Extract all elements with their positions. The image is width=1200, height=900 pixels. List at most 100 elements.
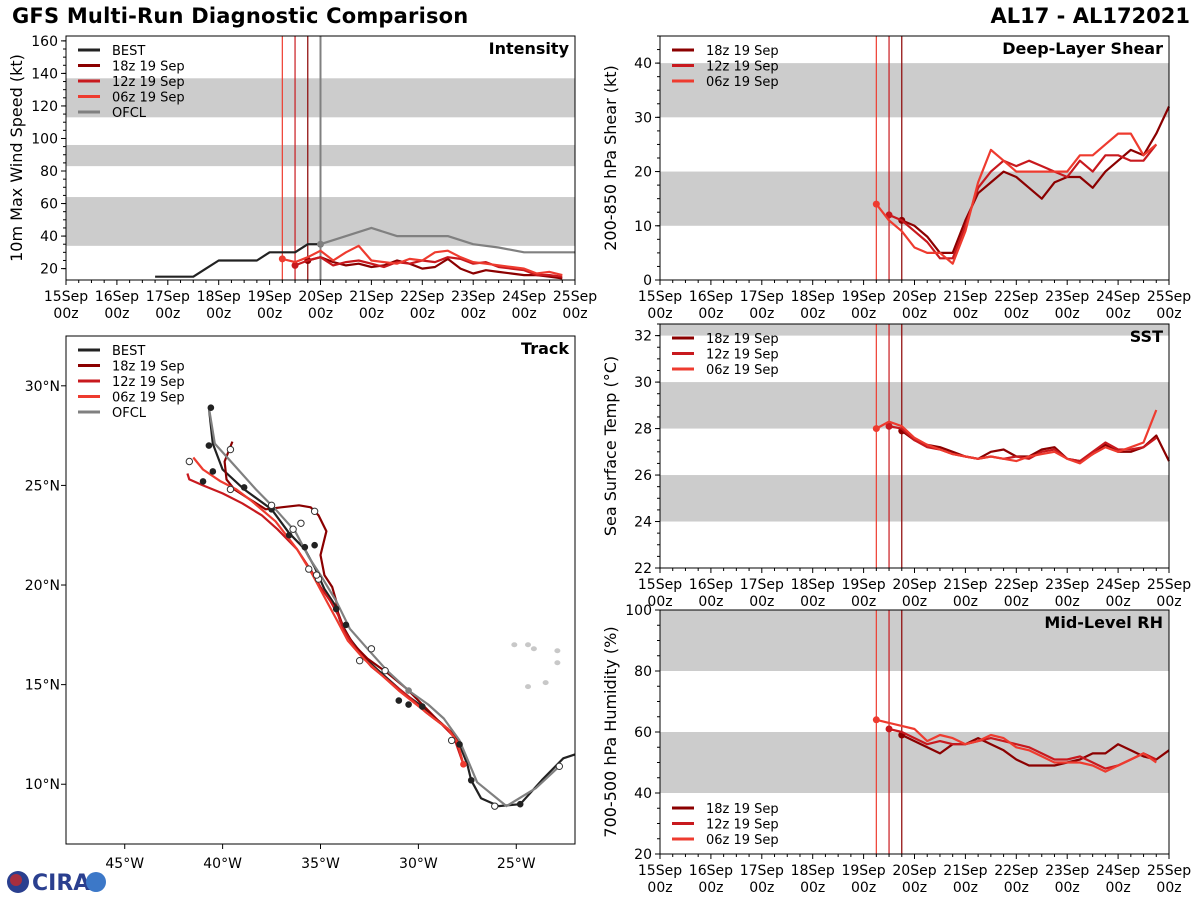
series-line-run18	[901, 430, 1170, 463]
logo-text: CIRA	[32, 871, 90, 896]
y-tick-label: 10°N	[25, 777, 60, 793]
legend-label: 18z 19 Sep	[706, 332, 779, 347]
shaded-band	[660, 475, 1169, 522]
x-tick-label-hour: 00z	[1004, 306, 1029, 322]
y-axis-label: 10m Max Wind Speed (kt)	[7, 54, 26, 262]
track-point-filled	[199, 478, 207, 485]
track-point-filled	[301, 543, 309, 551]
x-tick-label-date: 20Sep	[298, 289, 342, 305]
x-tick-label-hour: 00z	[257, 306, 282, 322]
x-tick-label-hour: 00z	[647, 306, 672, 322]
track-point-filled	[395, 697, 403, 704]
x-tick-label-hour: 00z	[902, 594, 927, 610]
x-tick-label-date: 17Sep	[146, 289, 190, 305]
track-line-run12	[186, 473, 465, 765]
x-tick-label-hour: 00z	[749, 594, 774, 610]
x-tick-label-date: 25Sep	[1147, 577, 1191, 593]
x-tick-label-date: 23Sep	[1045, 863, 1089, 879]
y-tick-label: 80	[634, 664, 652, 680]
chart-track: 45°W 40°W 35°W 30°W 25°W 10°N 15°N 20°N 25°N 30°N…	[25, 335, 576, 872]
x-tick-label-date: 18Sep	[791, 863, 835, 879]
page-title: GFS Multi-Run Diagnostic Comparison	[12, 4, 469, 28]
series-line-best	[155, 243, 321, 278]
series-line-run12	[888, 727, 1157, 770]
y-tick-label: 20°N	[25, 578, 60, 594]
y-tick-label: 30	[634, 375, 652, 391]
track-point-filled	[467, 776, 475, 784]
island-shape	[554, 648, 561, 654]
y-tick-label: 26	[634, 468, 652, 484]
y-tick-label: 15°N	[25, 678, 60, 694]
series-start-point	[872, 200, 880, 208]
panel-title: Mid-Level RH	[1044, 613, 1163, 632]
series-line-run06	[876, 718, 1157, 773]
series-line-run12	[294, 256, 563, 278]
track-point-open	[305, 565, 313, 573]
x-tick-label-date: 20Sep	[892, 289, 936, 305]
x-tick-label-hour: 00z	[749, 306, 774, 322]
x-tick-label-date: 20Sep	[892, 577, 936, 593]
track-point-open	[447, 736, 456, 745]
x-tick-label-hour: 00z	[800, 594, 825, 610]
series-start-point	[291, 261, 299, 269]
legend-label: 12z 19 Sep	[112, 375, 185, 390]
x-tick-label-date: 25Sep	[1147, 863, 1191, 879]
x-tick-label-hour: 00z	[53, 306, 78, 322]
logo-swirl-icon	[86, 872, 106, 892]
x-tick-label-hour: 00z	[562, 306, 587, 322]
y-tick-label: 10	[634, 219, 652, 235]
track-point-open	[310, 507, 319, 516]
track-line-ofcl	[207, 407, 561, 808]
y-axis-label: 700-500 hPa Humidity (%)	[601, 626, 620, 837]
x-tick-label-date: 18Sep	[791, 289, 835, 305]
y-tick-label: 100	[625, 603, 652, 619]
cira-logo: CIRA	[7, 871, 106, 896]
track-point-open	[355, 657, 364, 665]
x-tick-label-hour: 00z	[800, 880, 825, 896]
x-tick-label-date: 21Sep	[349, 289, 393, 305]
x-tick-label-hour: 00z	[647, 594, 672, 610]
legend-label: OFCL	[112, 106, 147, 121]
x-tick-label-date: 25Sep	[553, 289, 597, 305]
legend-label: BEST	[112, 44, 145, 59]
y-tick-label: 25°N	[25, 478, 60, 494]
y-tick-label: 20	[634, 847, 652, 863]
shaded-band	[660, 324, 1169, 336]
shaded-band	[660, 610, 1169, 671]
island-shape	[525, 684, 532, 690]
x-tick-label-date: 22Sep	[994, 863, 1038, 879]
x-tick-label-hour: 00z	[749, 880, 774, 896]
x-tick-label-hour: 00z	[1156, 594, 1181, 610]
track-point-open	[226, 445, 235, 454]
legend-label: 18z 19 Sep	[706, 44, 779, 59]
x-tick-label-hour: 00z	[1106, 880, 1131, 896]
track-point-open	[226, 485, 235, 494]
x-tick-label-date: 24Sep	[1096, 289, 1140, 305]
legend-label: 18z 19 Sep	[706, 802, 779, 817]
x-tick-label-date: 24Sep	[1096, 863, 1140, 879]
panel-title: Intensity	[489, 39, 570, 58]
x-tick-label-hour: 00z	[1055, 306, 1080, 322]
x-tick-label-date: 19Sep	[247, 289, 291, 305]
y-tick-label: 40	[40, 229, 58, 245]
series-start-point	[885, 725, 893, 733]
series-start-point	[872, 716, 880, 724]
y-tick-label: 22	[634, 561, 652, 577]
x-tick-label-date: 21Sep	[943, 289, 987, 305]
series-line-run12	[888, 143, 1158, 260]
y-tick-label: 160	[31, 34, 58, 50]
x-tick-label-date: 17Sep	[740, 577, 784, 593]
y-tick-label: 24	[634, 515, 652, 531]
x-tick-label-hour: 00z	[902, 880, 927, 896]
x-tick-label-hour: 00z	[851, 880, 876, 896]
chart-intensity: 2040608010012014016015Sep00z16Sep00z17Se…	[7, 34, 597, 322]
x-tick-label-date: 18Sep	[791, 577, 835, 593]
track-point-filled	[240, 484, 248, 491]
x-tick-label-date: 15Sep	[638, 863, 682, 879]
x-tick-label-hour: 00z	[902, 306, 927, 322]
series-line-run06	[282, 244, 563, 277]
track-point-filled	[419, 703, 426, 710]
series-start-point	[278, 255, 286, 263]
y-tick-label: 80	[40, 164, 58, 180]
